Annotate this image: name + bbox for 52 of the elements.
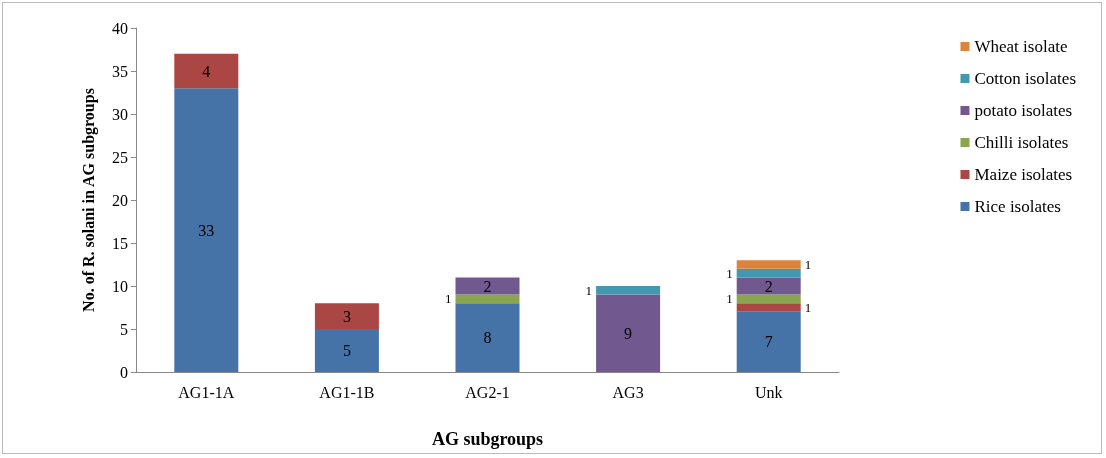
y-tick-label: 25: [112, 148, 128, 166]
bar: [736, 294, 801, 304]
data-label: 2: [764, 277, 773, 295]
data-label: 2: [483, 277, 492, 295]
data-label: 1: [445, 291, 452, 307]
data-label: 1: [804, 300, 812, 315]
legend-label: Maize isolates: [974, 165, 1073, 184]
y-tick-label: 10: [112, 277, 128, 295]
bar: [455, 294, 520, 304]
data-label: 1: [726, 265, 733, 281]
y-tick-label: 20: [112, 191, 128, 209]
legend-label: Rice isolates: [974, 197, 1061, 216]
bar: [736, 311, 801, 372]
bar: [174, 53, 239, 89]
y-tick-label: 35: [112, 62, 128, 80]
legend-label: Cotton isolates: [974, 69, 1076, 88]
bar: [736, 260, 801, 269]
x-tick-label: AG1-1A: [178, 383, 235, 401]
y-tick-label: 5: [120, 320, 128, 338]
data-label: 3: [342, 307, 351, 325]
data-label: 4: [202, 62, 211, 80]
x-tick-label: Unk: [754, 383, 783, 401]
y-tick-label: 15: [112, 234, 128, 252]
x-tick-label: AG3: [612, 383, 644, 401]
bar: [596, 286, 661, 295]
x-axis-title: AG subgroups: [431, 429, 544, 449]
bar: [314, 329, 379, 372]
data-label: 1: [804, 257, 812, 272]
data-label: 5: [342, 342, 351, 359]
y-axis-title: No. of R. solani in AG subgroups: [79, 88, 98, 312]
data-label: 8: [483, 329, 492, 347]
bar: [455, 303, 520, 372]
x-tick-label: AG1-1B: [319, 383, 375, 401]
bar: [314, 303, 379, 329]
y-tick-label: 0: [120, 363, 128, 381]
legend-label: Chilli isolates: [974, 133, 1069, 152]
data-label: 1: [726, 291, 733, 307]
bar: [455, 277, 520, 295]
bar: [174, 88, 239, 372]
bar: [736, 303, 801, 312]
legend-label: Wheat isolate: [974, 37, 1068, 56]
x-tick-label: AG2-1: [465, 383, 510, 401]
y-tick-label: 30: [112, 105, 128, 123]
y-tick-label: 40: [112, 19, 128, 37]
bar: [736, 268, 801, 278]
data-label: 7: [764, 333, 773, 351]
bar: [596, 294, 661, 372]
data-label: 33: [198, 221, 215, 239]
bar: [736, 277, 801, 295]
data-label: 9: [624, 324, 633, 342]
legend-label: potato isolates: [974, 101, 1073, 120]
data-label: 1: [585, 282, 593, 298]
